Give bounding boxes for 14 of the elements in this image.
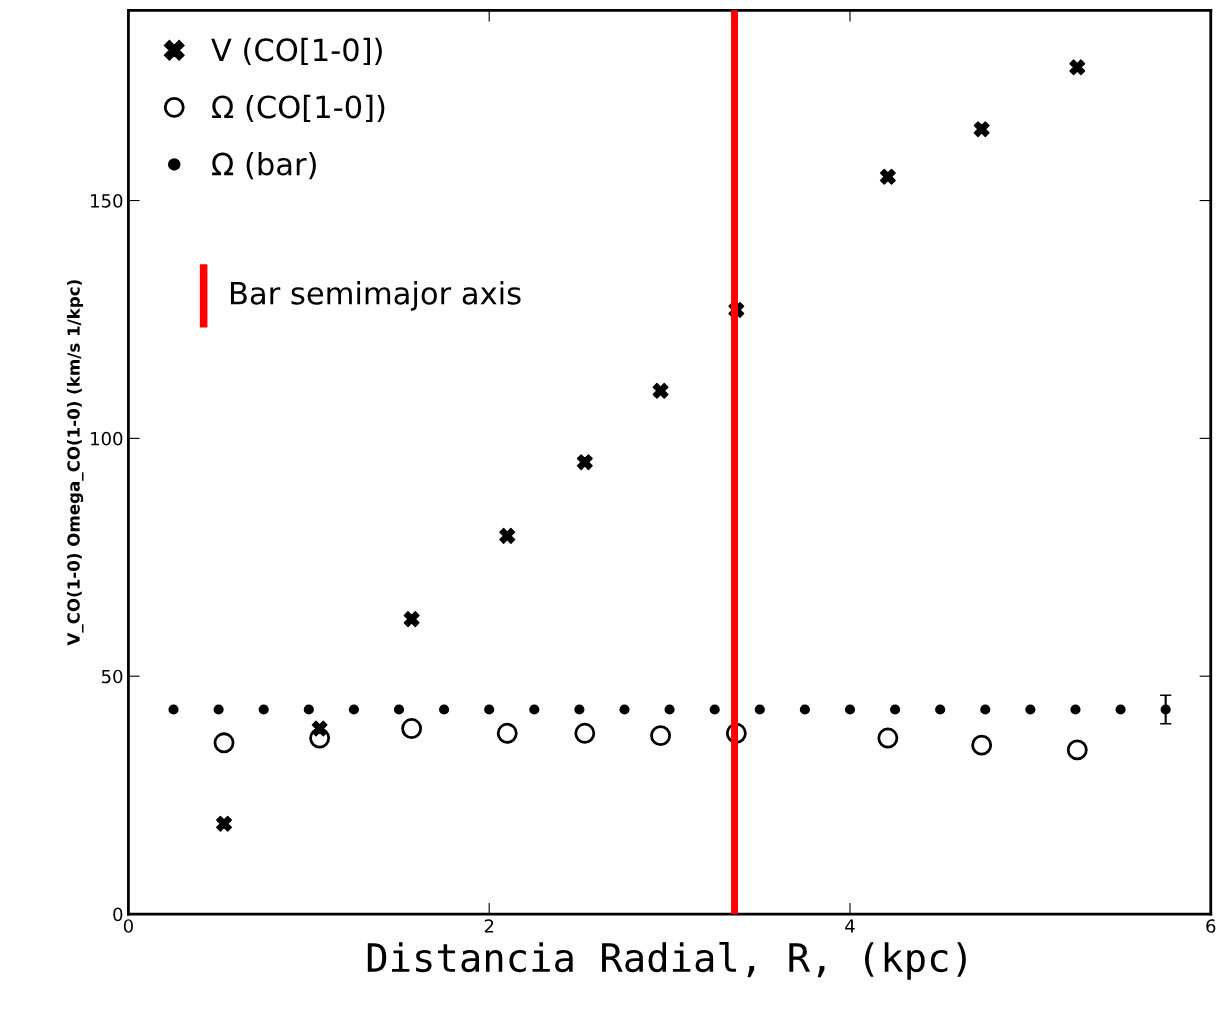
x-tick-label: 2: [484, 919, 494, 933]
x-tick-label: 6: [1206, 919, 1216, 933]
y-tick-label: 0: [113, 907, 123, 922]
legend-label: Ω (CO[1-0]): [212, 94, 385, 123]
legend-label: V (CO[1-0]): [211, 37, 382, 66]
annotation: Bar semimajor axis: [230, 281, 521, 311]
x-tick-label: 0: [123, 919, 133, 933]
legend-label: Ω (bar): [212, 151, 316, 180]
x-axis-title: Distancia Radial, R, (kpc): [367, 941, 966, 980]
x-tick-label: 4: [845, 919, 855, 933]
y-tick-label: 50: [101, 669, 123, 684]
y-axis-title: V_CO(1-0) Omega_CO(1-0) (km/s 1/kpc): [66, 280, 84, 646]
y-tick-label: 150: [91, 193, 123, 208]
y-tick-label: 100: [91, 431, 123, 446]
